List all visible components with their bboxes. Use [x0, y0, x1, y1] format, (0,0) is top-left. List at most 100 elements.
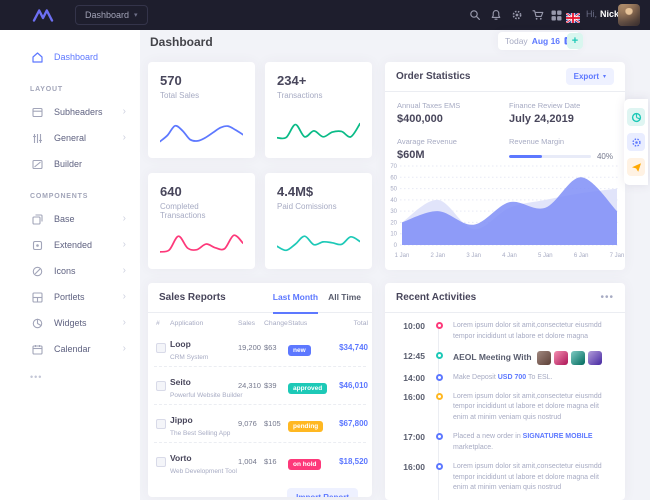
navbar-menu-button[interactable]: Dashboard ▾ [75, 5, 148, 25]
cart-icon[interactable] [531, 8, 545, 22]
sidebar-item-calendar[interactable]: Calendar › [0, 336, 140, 362]
app-name-link[interactable]: Vorto [170, 453, 192, 463]
user-greeting[interactable]: Hi, Nick [586, 9, 620, 19]
svg-text:4 Jan: 4 Jan [502, 253, 517, 259]
svg-text:20: 20 [390, 220, 397, 226]
activity-item: 17:00 Placed a new order in SIGNATURE MO… [403, 432, 593, 451]
sidebar: Dashboard LAYOUT Subheaders › General › … [0, 30, 140, 500]
sidebar-item-extended[interactable]: Extended › [0, 232, 140, 258]
bell-icon[interactable] [489, 8, 503, 22]
row-checkbox[interactable] [156, 380, 166, 391]
table-row: Jippo The Best Selling App 9,076 $105 pen… [154, 405, 368, 443]
top-navbar: Dashboard ▾ Hi, Nick [0, 0, 650, 30]
sidebar-heading-layout: LAYOUT [30, 86, 63, 93]
chevron-right-icon: › [122, 132, 126, 143]
sidebar-item-subheaders[interactable]: Subheaders › [0, 99, 140, 125]
quick-actions-toolbar [624, 99, 648, 185]
timeline-line [438, 325, 439, 500]
chevron-right-icon: › [122, 213, 126, 224]
sparkline-chart [277, 235, 360, 252]
attendee-avatar[interactable] [553, 350, 568, 365]
stat-card-paid-comissions[interactable]: 4.4M$ Paid Comissions [265, 173, 372, 269]
timeline-dot [435, 373, 443, 381]
panel-menu-ellipsis-icon[interactable]: ••• [600, 292, 614, 303]
orders-area-chart: 0 10 20 30 40 50 60 70 1 Jan 2 Jan 3 Jan 4 Jan 5 Jan… [390, 164, 624, 259]
user-avatar[interactable] [618, 4, 640, 26]
row-checkbox[interactable] [156, 418, 166, 429]
attendee-avatar[interactable] [587, 350, 602, 365]
brand-logo-icon[interactable] [32, 8, 54, 27]
chevron-right-icon: › [122, 265, 126, 276]
sidebar-item-widgets[interactable]: Widgets › [0, 310, 140, 336]
revenue-margin-progressbar [509, 155, 591, 158]
attendee-avatars [536, 350, 602, 365]
builder-icon [30, 157, 44, 171]
svg-text:6 Jan: 6 Jan [574, 253, 589, 259]
add-button[interactable]: + [567, 33, 583, 49]
svg-text:50: 50 [390, 187, 397, 193]
export-button[interactable]: Export ▾ [565, 68, 614, 85]
stat-card-transactions[interactable]: 234+ Transactions [265, 62, 372, 158]
sparkline-chart [277, 122, 360, 140]
sidebar-more-ellipsis-icon[interactable]: ••• [30, 372, 43, 382]
activity-link[interactable]: SIGNATURE MOBILE [522, 433, 593, 441]
activity-link[interactable]: USD 700 [497, 373, 527, 381]
tab-all-time[interactable]: All Time [328, 292, 361, 302]
app-name-link[interactable]: Seito [170, 377, 191, 387]
grid-icon[interactable] [549, 8, 563, 22]
order-statistics-panel: Order Statistics Export ▾ Annual Taxes E… [385, 62, 625, 270]
stat-value: 640 [160, 184, 182, 199]
sidebar-item-general[interactable]: General › [0, 125, 140, 151]
table-header: # Application Sales Change Status Total [156, 320, 368, 327]
svg-text:0: 0 [394, 243, 398, 249]
gear-icon[interactable] [510, 8, 524, 22]
uk-flag-icon[interactable] [565, 10, 581, 28]
status-badge: approved [288, 382, 328, 394]
home-icon [30, 50, 44, 64]
plus-icon: + [571, 35, 579, 47]
recent-activities-panel: Recent Activities ••• 10:00 Lorem ipsum … [385, 283, 625, 500]
sidebar-item-dashboard[interactable]: Dashboard [0, 44, 140, 70]
attendee-avatar[interactable] [570, 350, 585, 365]
svg-text:3 Jan: 3 Jan [466, 253, 481, 259]
gear-icon[interactable] [627, 133, 645, 151]
activity-item: 14:00 Make Deposit USD 700 To ESL. [403, 372, 553, 383]
stat-value: 570 [160, 73, 182, 88]
revenue-margin-percent: 40% [596, 152, 613, 161]
stat-card-completed-transactions[interactable]: 640 Completed Transactions [148, 173, 255, 269]
base-icon [30, 212, 44, 226]
sidebar-item-base[interactable]: Base › [0, 206, 140, 232]
general-icon [30, 131, 44, 145]
sidebar-item-portlets[interactable]: Portlets › [0, 284, 140, 310]
activity-item: 10:00 Lorem ipsum dolor sit amit,consect… [403, 321, 602, 340]
timeline-dot [435, 322, 443, 329]
svg-text:60: 60 [390, 175, 397, 181]
activity-item: 16:00 Lorem ipsum dolor sit amit,consect… [403, 461, 602, 492]
pie-chart-icon[interactable] [627, 108, 645, 126]
sidebar-item-builder[interactable]: Builder [0, 151, 140, 177]
portlets-icon [30, 290, 44, 304]
import-report-button[interactable]: Import Report [287, 488, 358, 497]
app-name-link[interactable]: Jippo [170, 415, 193, 425]
svg-text:2 Jan: 2 Jan [430, 253, 445, 259]
timeline-dot [435, 351, 443, 359]
timeline-dot [435, 392, 443, 400]
stat-value: 4.4M$ [277, 184, 314, 199]
activity-item: 16:00 Lorem ipsum dolor sit amit,consect… [403, 391, 602, 422]
stat-card-total-sales[interactable]: 570 Total Sales [148, 62, 255, 158]
row-checkbox[interactable] [156, 456, 166, 467]
caret-down-icon: ▾ [602, 74, 606, 80]
row-checkbox[interactable] [156, 342, 166, 353]
table-row: Seito Powerful Website Builder 24,310 $39… [154, 367, 368, 405]
send-icon[interactable] [627, 158, 645, 176]
attendee-avatar[interactable] [536, 350, 551, 365]
app-name-link[interactable]: Loop [170, 339, 191, 349]
svg-text:10: 10 [390, 232, 397, 238]
search-icon[interactable] [468, 8, 482, 22]
stat-label: Total Sales [160, 91, 200, 100]
tab-last-month[interactable]: Last Month [272, 283, 319, 314]
caret-down-icon: ▾ [134, 12, 138, 19]
sidebar-item-icons[interactable]: Icons › [0, 258, 140, 284]
status-badge: pending [288, 420, 324, 432]
status-badge: on hold [288, 458, 322, 470]
